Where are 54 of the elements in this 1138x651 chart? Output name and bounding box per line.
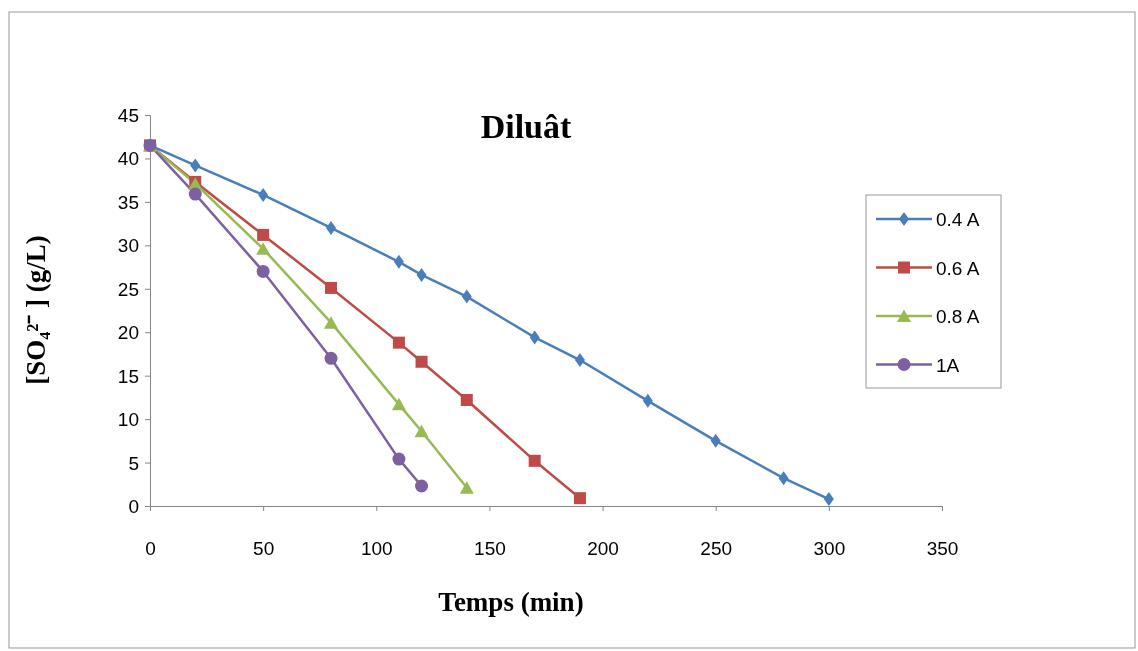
point: [778, 471, 789, 486]
point: [324, 351, 338, 365]
point: [256, 242, 271, 255]
point: [391, 397, 406, 411]
x-tick-label: 300: [813, 538, 846, 560]
point: [393, 254, 404, 269]
y-tick-label: 5: [128, 452, 139, 474]
y-tick-label: 30: [117, 235, 139, 257]
point: [710, 433, 721, 448]
point: [257, 228, 270, 241]
point: [392, 452, 406, 466]
y-tick-label: 0: [128, 496, 139, 517]
point: [823, 492, 834, 507]
chart-title: Diluât: [480, 108, 573, 145]
point: [416, 267, 427, 282]
point: [256, 264, 270, 278]
point: [459, 481, 474, 494]
point: [460, 394, 473, 406]
point: [188, 187, 202, 201]
legend-label: 1A: [936, 354, 960, 376]
point: [324, 316, 339, 329]
x-tick-label: 200: [587, 538, 619, 560]
y-tick-label: 15: [117, 365, 139, 387]
legend-label: 0.4 A: [936, 209, 980, 230]
point: [642, 393, 653, 408]
y-tick-label: 10: [117, 409, 139, 431]
x-tick-label: 100: [360, 538, 393, 560]
point: [415, 479, 429, 493]
y-tick-label: 40: [117, 148, 139, 170]
point: [461, 289, 472, 304]
point: [574, 353, 585, 368]
y-tick-label: 25: [117, 278, 139, 300]
point: [573, 492, 586, 505]
y-tick-label: 20: [117, 322, 139, 344]
point: [392, 336, 405, 349]
x-tick-label: 150: [474, 538, 506, 560]
y-tick-label: 45: [117, 105, 139, 126]
point: [325, 281, 338, 294]
x-tick-label: 0: [145, 538, 156, 560]
point: [190, 158, 201, 173]
x-tick-label: 350: [926, 538, 959, 560]
point: [326, 220, 337, 235]
point: [528, 454, 541, 467]
y-axis-title: [SO₄²⁻ ] (g/L): [21, 235, 51, 385]
point: [414, 424, 429, 438]
x-tick-label: 50: [253, 538, 275, 560]
legend-label: 0.8 A: [936, 306, 980, 327]
point: [529, 330, 540, 345]
point: [258, 187, 269, 202]
x-axis-title: Temps (min): [438, 587, 584, 617]
legend-label: 0.6 A: [936, 257, 980, 279]
point: [415, 355, 428, 368]
x-tick-label: 250: [700, 538, 733, 560]
y-tick-label: 35: [117, 191, 139, 213]
